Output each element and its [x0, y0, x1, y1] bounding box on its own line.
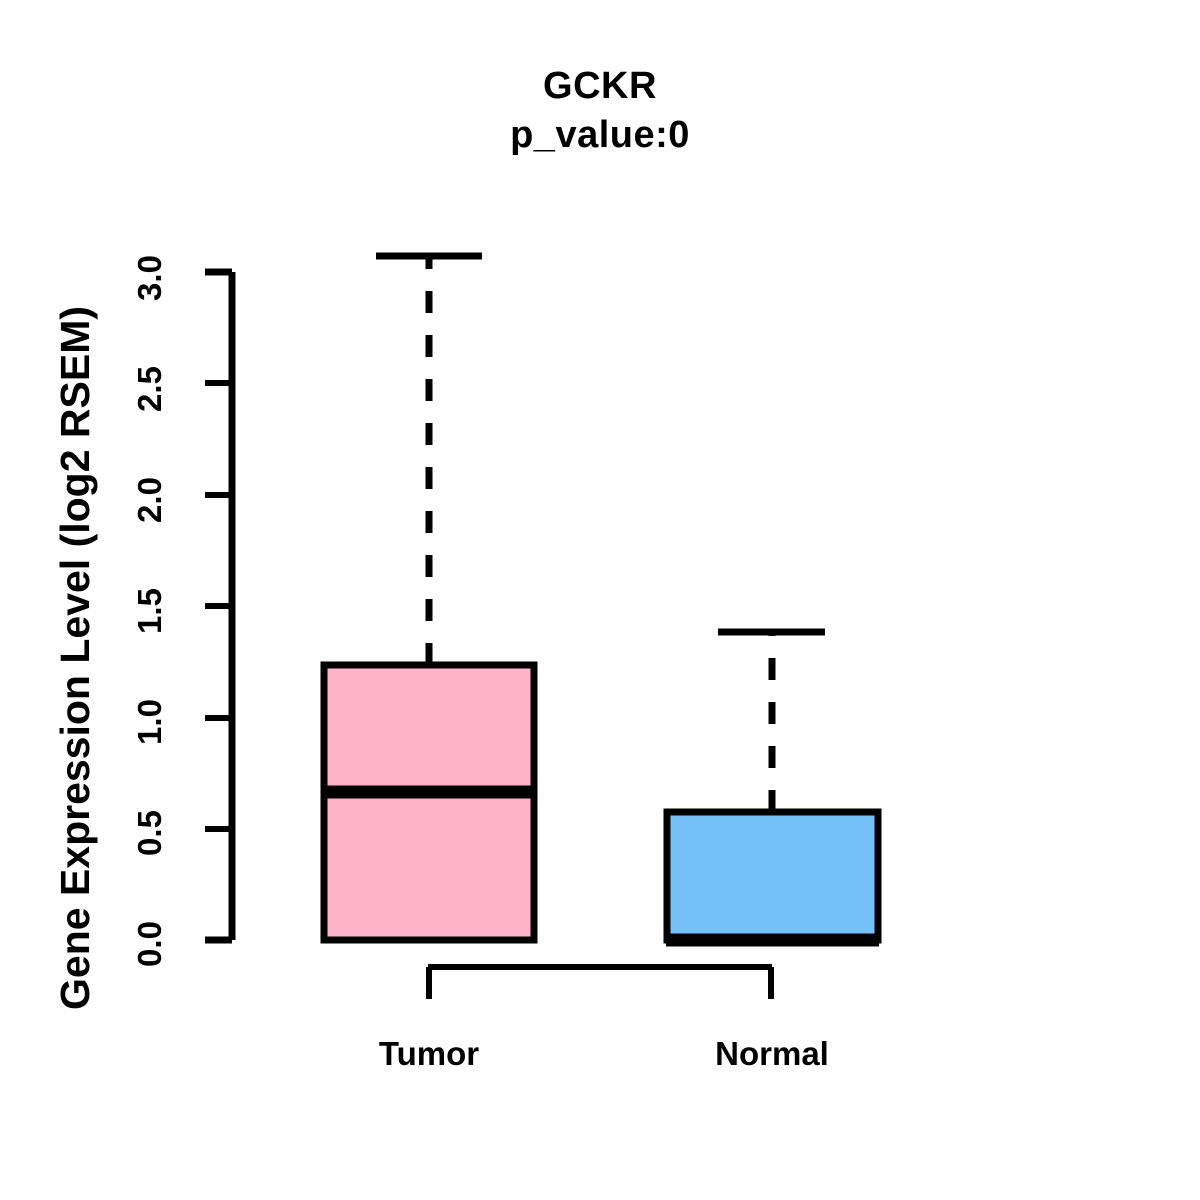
box-body-normal[interactable] — [663, 808, 882, 944]
x-axis — [426, 964, 774, 999]
chart-title-block: GCKR p_value:0 — [0, 62, 1200, 160]
y-axis — [205, 268, 236, 944]
box-body-tumor[interactable] — [320, 661, 538, 944]
box-tumor[interactable] — [320, 252, 538, 944]
x-tick-label-normal: Normal — [715, 1035, 829, 1072]
x-tick-label-tumor: Tumor — [378, 1035, 480, 1072]
chart-title: GCKR — [543, 65, 657, 107]
chart-subtitle-pvalue: p_value:0 — [510, 114, 690, 156]
box-normal[interactable] — [663, 628, 882, 947]
